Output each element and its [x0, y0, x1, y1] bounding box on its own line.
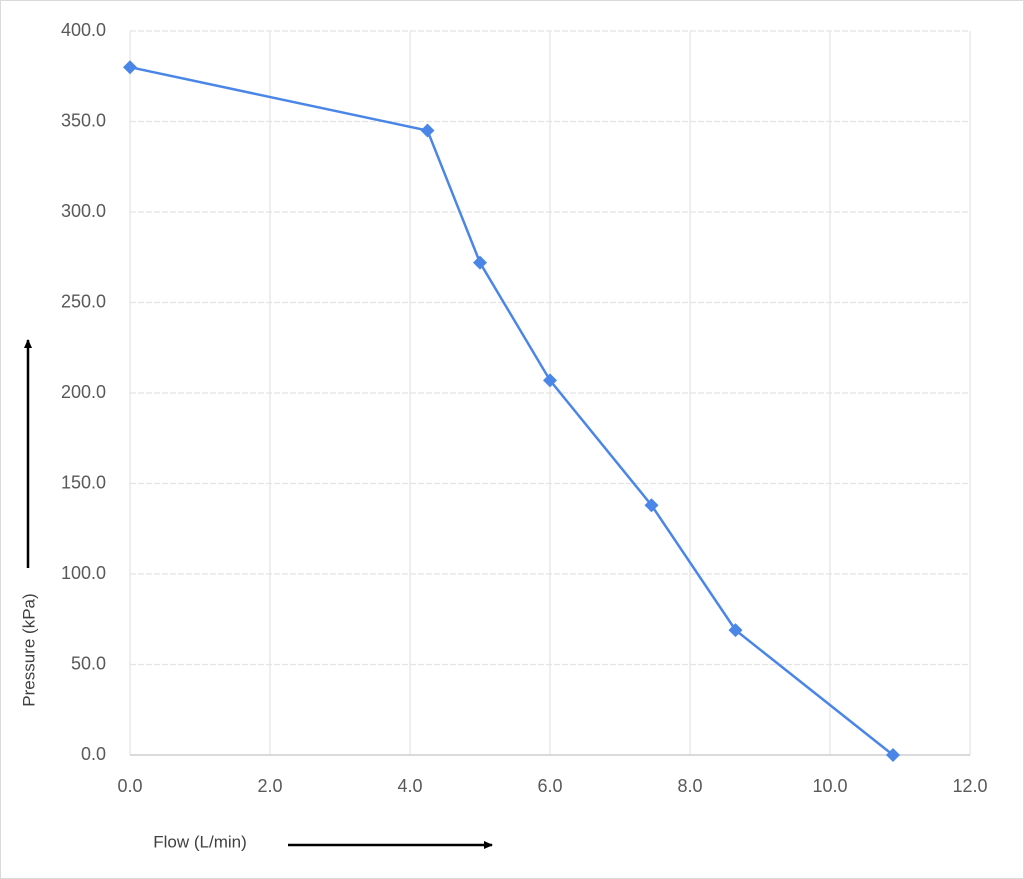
x-tick-label: 8.0: [677, 776, 702, 796]
x-tick-label: 0.0: [117, 776, 142, 796]
x-tick-label: 10.0: [812, 776, 847, 796]
data-point: [543, 373, 557, 388]
y-tick-label: 50.0: [71, 653, 106, 673]
x-tick-label: 4.0: [397, 776, 422, 796]
data-point: [473, 255, 487, 270]
y-axis-title: Pressure (kPa): [19, 593, 38, 706]
x-tick-label: 12.0: [952, 776, 987, 796]
x-tick-label: 2.0: [257, 776, 282, 796]
data-point: [420, 123, 435, 138]
y-tick-label: 250.0: [61, 291, 106, 311]
x-tick-label: 6.0: [537, 776, 562, 796]
y-tick-label: 150.0: [61, 472, 106, 492]
x-axis-title: Flow (L/min): [153, 832, 247, 851]
y-tick-label: 200.0: [61, 382, 106, 402]
data-point: [886, 748, 900, 762]
y-tick-label: 100.0: [61, 563, 106, 583]
y-tick-label: 400.0: [61, 20, 106, 40]
y-tick-label: 350.0: [61, 110, 106, 130]
data-point: [728, 623, 743, 638]
data-point: [644, 498, 659, 513]
data-point: [123, 60, 137, 75]
data-line: [129, 65, 894, 756]
y-tick-label: 300.0: [61, 201, 106, 221]
y-tick-label: 0.0: [81, 744, 106, 764]
